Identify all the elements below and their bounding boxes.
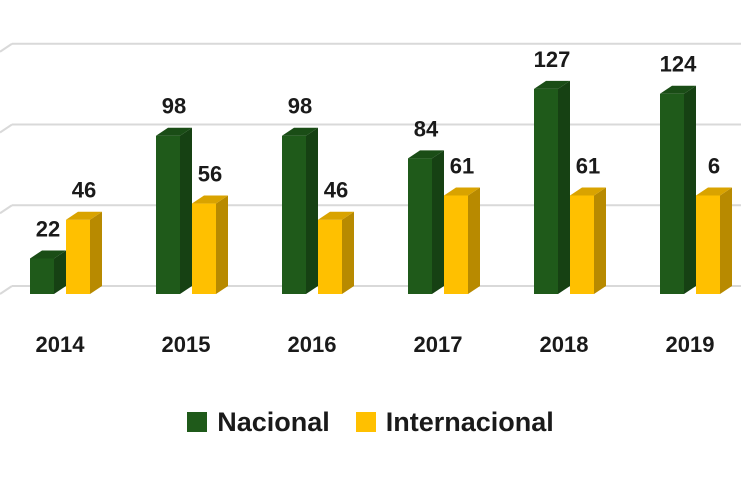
- bar-internacional-2017: [444, 195, 468, 294]
- data-label-nacional-2015: 98: [162, 94, 186, 119]
- bar-internacional-2014: [66, 219, 90, 294]
- bar-side-nacional-2016: [306, 127, 318, 294]
- bar-top-nacional-2017: [408, 150, 444, 159]
- bar-nacional-2019: [660, 93, 684, 295]
- bar-nacional-2018: [534, 88, 558, 295]
- bar-side-nacional-2014: [54, 250, 66, 294]
- bar-nacional-2017: [408, 158, 432, 294]
- bar-nacional-2015: [156, 135, 180, 294]
- data-label-nacional-2018: 127: [534, 47, 571, 72]
- gridline-slant: [0, 285, 13, 295]
- x-tick-2019: 2019: [666, 332, 715, 357]
- legend-label-internacional: Internacional: [385, 406, 554, 437]
- bar-internacional-2015: [192, 203, 216, 294]
- x-tick-labels: 2014 2015 2016 2017 2018 2019: [36, 332, 715, 357]
- gridline-slant: [0, 42, 13, 53]
- data-labels-group: 22 46 98 56 98 46 84 61 127 61 124 6: [36, 47, 720, 242]
- bar-side-internacional-2018: [594, 187, 606, 294]
- bar-side-internacional-2016: [342, 211, 354, 294]
- bar-top-nacional-2014: [30, 250, 66, 259]
- data-label-nacional-2014: 22: [36, 216, 60, 241]
- data-label-internacional-2018: 61: [576, 153, 600, 178]
- bar-top-internacional-2016: [318, 211, 354, 220]
- bar-top-internacional-2015: [192, 195, 228, 204]
- bar-top-nacional-2015: [156, 127, 192, 136]
- data-label-nacional-2016: 98: [288, 94, 312, 119]
- bar-top-nacional-2016: [282, 127, 318, 136]
- bar-top-nacional-2018: [534, 80, 570, 89]
- legend-label-nacional: Nacional: [217, 406, 330, 437]
- bar-top-internacional-2018: [570, 187, 606, 196]
- gridline-slant: [0, 204, 13, 215]
- bar-side-nacional-2019: [684, 85, 696, 295]
- gridlines: [0, 42, 741, 295]
- bar-side-internacional-2015: [216, 195, 228, 294]
- data-label-nacional-2019: 124: [660, 52, 697, 77]
- legend: Nacional Internacional: [0, 402, 741, 442]
- x-tick-2018: 2018: [540, 332, 589, 357]
- data-label-internacional-2017: 61: [450, 153, 474, 178]
- bar-top-nacional-2019: [660, 85, 696, 94]
- bar-top-internacional-2017: [444, 187, 480, 196]
- bar-side-internacional-2019: [720, 187, 732, 294]
- data-label-internacional-2016: 46: [324, 178, 348, 203]
- data-label-internacional-2019: 6: [708, 153, 720, 178]
- bar-side-nacional-2017: [432, 150, 444, 294]
- x-tick-2015: 2015: [162, 332, 211, 357]
- bar-side-nacional-2018: [558, 80, 570, 295]
- x-tick-2014: 2014: [36, 332, 86, 357]
- bar-side-internacional-2014: [90, 211, 102, 294]
- bar-internacional-2018: [570, 195, 594, 294]
- bar-side-internacional-2017: [468, 187, 480, 294]
- bar-nacional-2014: [30, 258, 54, 294]
- bar-internacional-2019: [696, 195, 720, 294]
- bars-group: [30, 80, 732, 295]
- legend-item-nacional[interactable]: Nacional: [187, 407, 330, 438]
- bar-nacional-2016: [282, 135, 306, 294]
- x-tick-2016: 2016: [288, 332, 337, 357]
- bar-top-internacional-2014: [66, 211, 102, 220]
- bar-internacional-2016: [318, 219, 342, 294]
- legend-swatch-internacional: [355, 412, 376, 432]
- data-label-internacional-2015: 56: [198, 162, 222, 187]
- data-label-nacional-2017: 84: [414, 116, 439, 141]
- legend-swatch-nacional: [187, 412, 208, 432]
- legend-item-internacional[interactable]: Internacional: [355, 406, 554, 438]
- gridline-slant: [0, 123, 13, 134]
- bar-side-nacional-2015: [180, 127, 192, 294]
- data-label-internacional-2014: 46: [72, 178, 96, 203]
- bar-top-internacional-2019: [696, 187, 732, 196]
- x-tick-2017: 2017: [414, 332, 463, 357]
